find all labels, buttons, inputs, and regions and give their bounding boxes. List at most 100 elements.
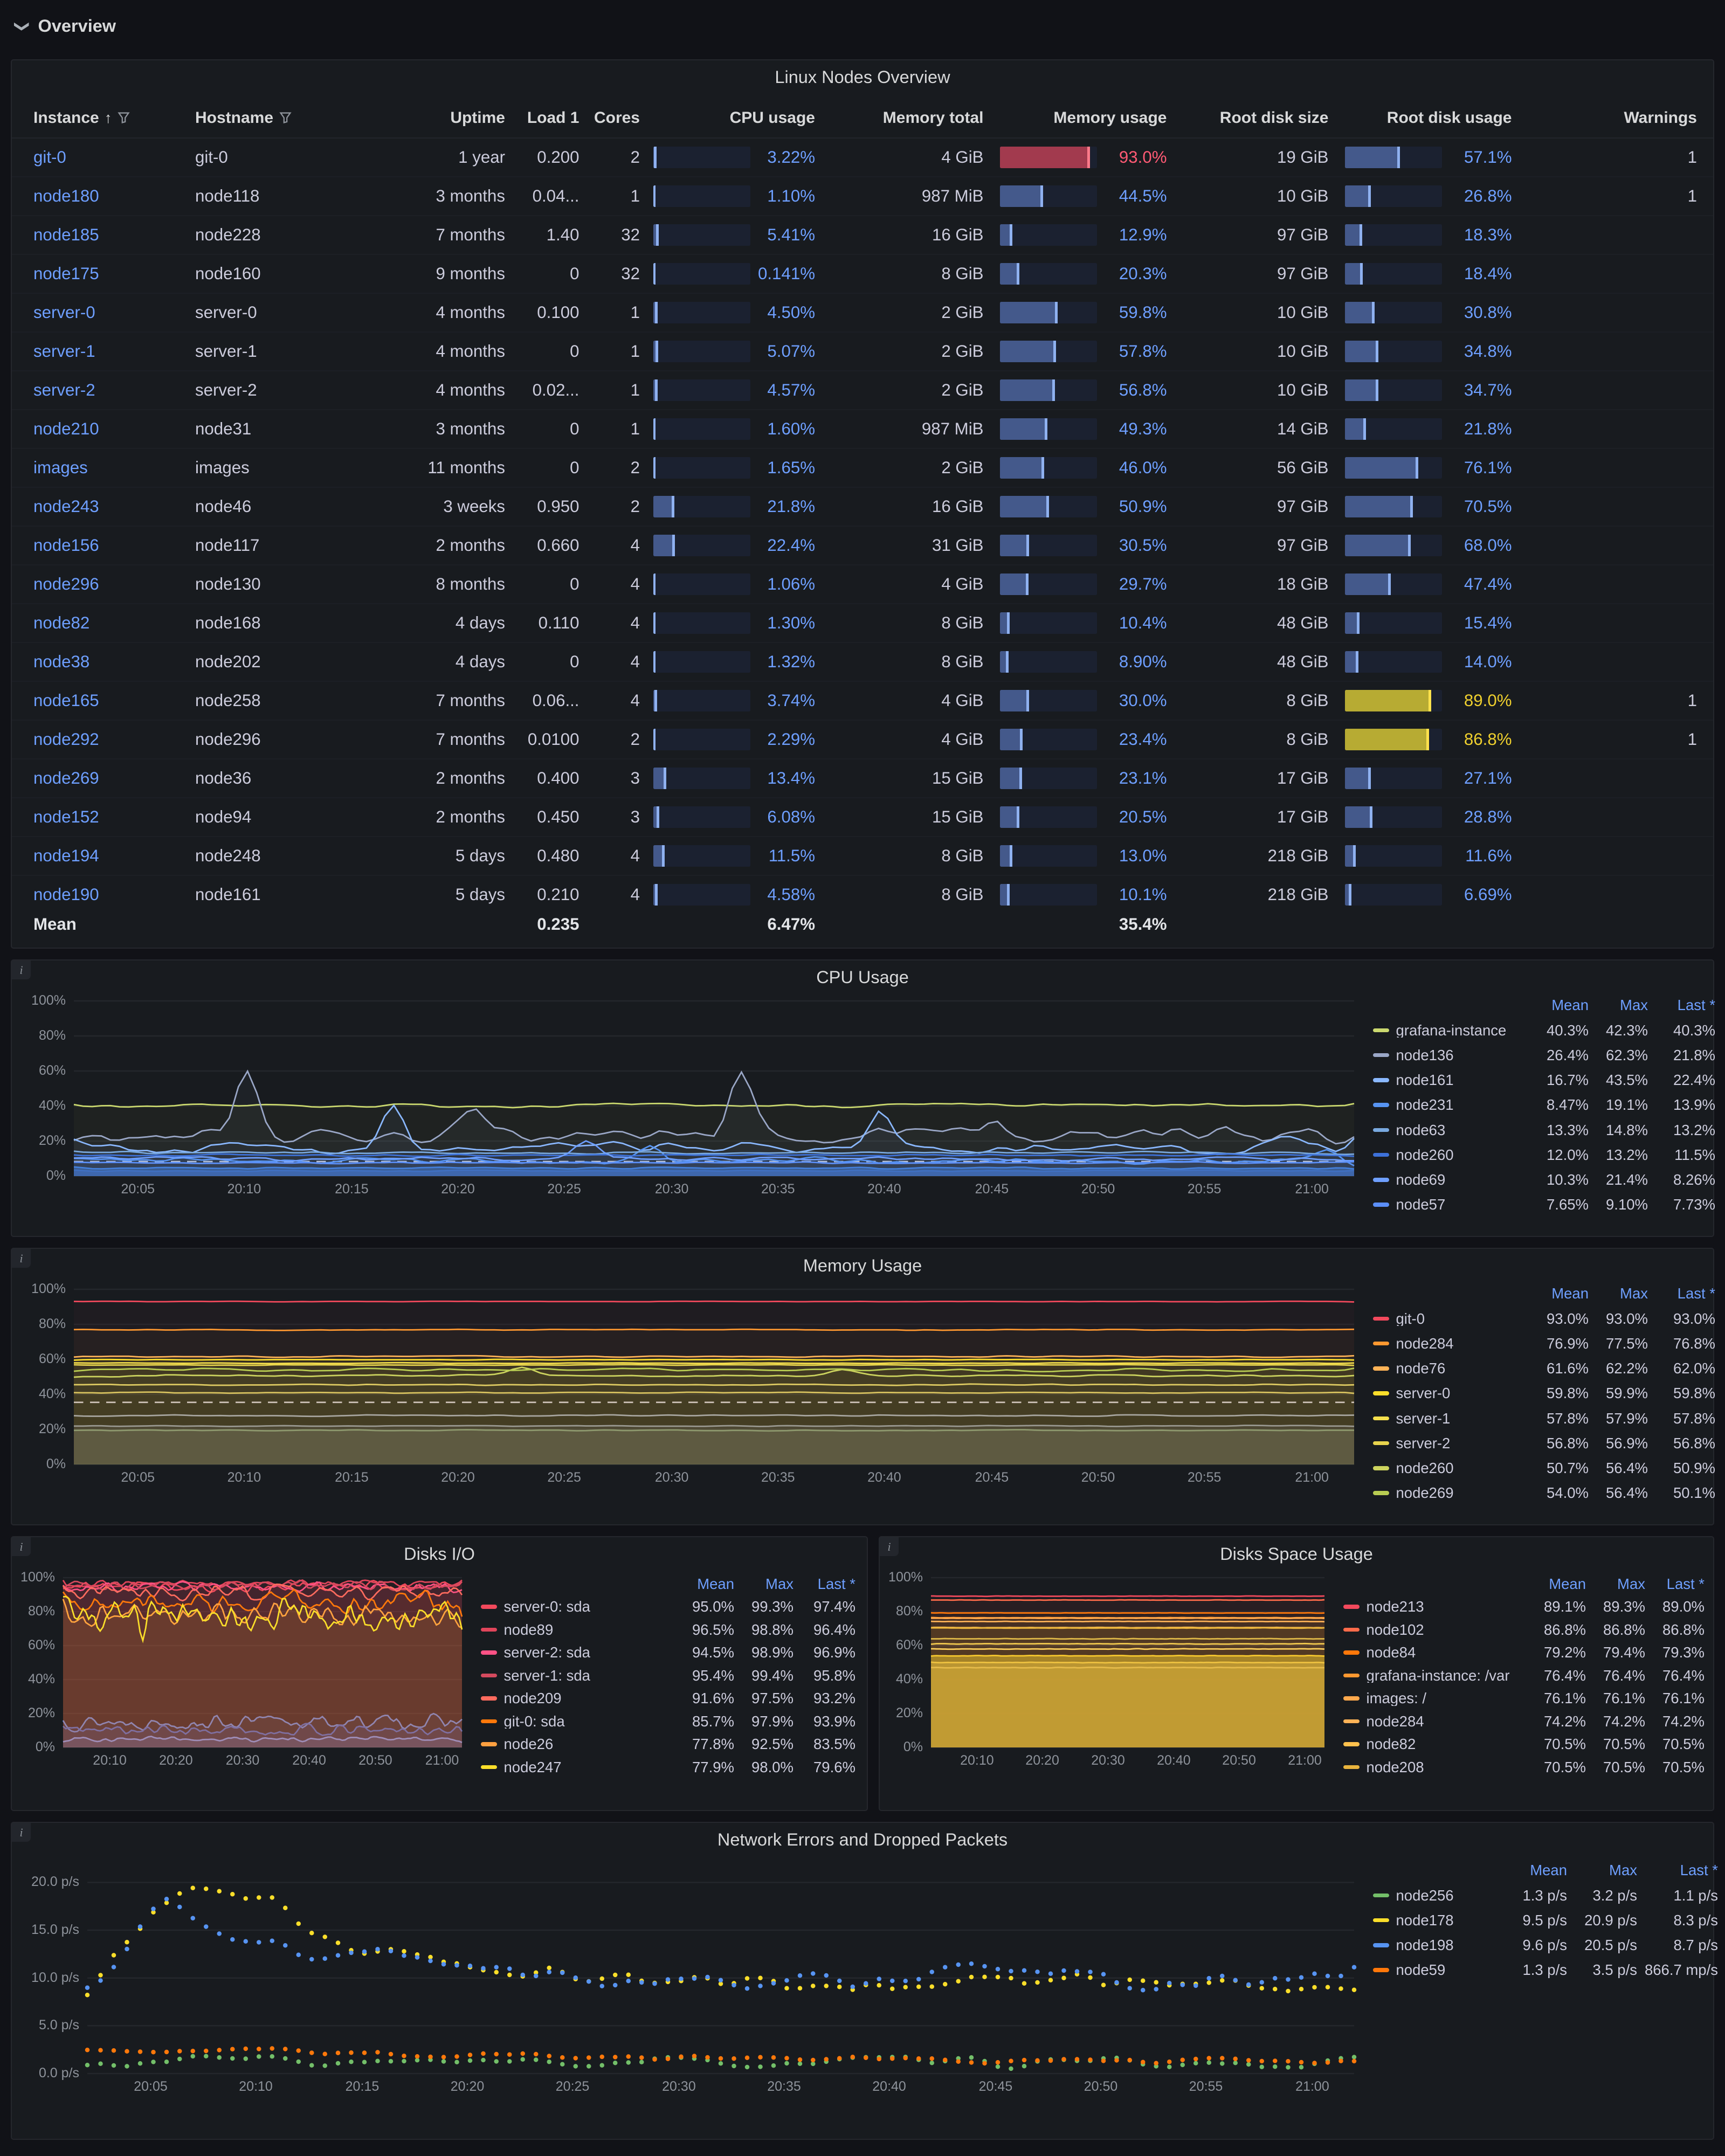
legend-series-name[interactable]: node59 [1396,1962,1446,1978]
cell-instance[interactable]: node156 [33,536,99,555]
table-row[interactable]: node243 node46 3 weeks 0.950 2 21.8% 16 … [12,488,1713,527]
cell-instance[interactable]: node194 [33,846,99,865]
legend-series-name[interactable]: grafana-instance: /var [1366,1668,1510,1683]
legend-series-name[interactable]: node89 [503,1622,554,1637]
legend-series-name[interactable]: server-0 [1396,1386,1451,1401]
column-header-cpu-usage[interactable]: CPU usage [729,108,815,127]
legend-series-name[interactable]: node82 [1366,1737,1416,1752]
legend-series-name[interactable]: node231 [1396,1097,1454,1112]
cell-instance[interactable]: git-0 [33,148,66,167]
table-row[interactable]: node175 node160 9 months 0 32 0.141% 8 G… [12,255,1713,294]
legend-series-name[interactable]: node247 [503,1759,562,1774]
panel-info-icon[interactable]: i [12,960,31,979]
legend-header[interactable]: Max [1620,1285,1648,1302]
cell-instance[interactable]: node185 [33,225,99,244]
cell-instance[interactable]: server-1 [33,342,95,361]
legend-series-name[interactable]: grafana-instance [1396,1022,1507,1038]
table-row[interactable]: node292 node296 7 months 0.0100 2 2.29% … [12,721,1713,759]
cell-instance[interactable]: node165 [33,691,99,710]
legend-header[interactable]: Last * [1680,1862,1718,1879]
cell-instance[interactable]: node38 [33,652,90,671]
legend-header[interactable]: Max [765,1575,794,1592]
legend-series-name[interactable]: node260 [1396,1147,1454,1163]
legend-header[interactable]: Mean [1530,1862,1567,1879]
legend-series-name[interactable]: server-1: sda [503,1668,590,1683]
table-row[interactable]: node269 node36 2 months 0.400 3 13.4% 15… [12,759,1713,798]
legend-series-name[interactable]: node260 [1396,1461,1454,1476]
table-row[interactable]: server-0 server-0 4 months 0.100 1 4.50%… [12,294,1713,333]
legend-series-name[interactable]: server-1 [1396,1411,1451,1426]
legend-header[interactable]: Mean [1551,1285,1589,1302]
legend-series-name[interactable]: node208 [1366,1759,1424,1774]
table-row[interactable]: node156 node117 2 months 0.660 4 22.4% 3… [12,527,1713,565]
column-header-root-disk-size[interactable]: Root disk size [1219,108,1329,127]
column-header-root-disk-usage[interactable]: Root disk usage [1386,108,1512,127]
table-row[interactable]: node38 node202 4 days 0 4 1.32% 8 GiB 8.… [12,643,1713,682]
legend-series-name[interactable]: node284 [1366,1713,1424,1729]
column-header-instance[interactable]: Instance ↑ [33,109,195,127]
dashboard-row-toggle[interactable]: ❯ Overview [15,16,116,36]
legend-header[interactable]: Mean [697,1575,734,1592]
cell-instance[interactable]: server-0 [33,303,95,322]
legend-series-name[interactable]: node198 [1396,1938,1454,1953]
cell-instance[interactable]: node292 [33,730,99,749]
column-header-warnings[interactable]: Warnings [1624,108,1697,127]
table-row[interactable]: node82 node168 4 days 0.110 4 1.30% 8 Gi… [12,604,1713,643]
legend-series-name[interactable]: node284 [1396,1336,1454,1351]
column-header-cores[interactable]: Cores [594,108,640,127]
panel-info-icon[interactable]: i [12,1537,31,1556]
legend-header[interactable]: Last * [1677,1285,1715,1302]
legend-header[interactable]: Max [1609,1862,1637,1879]
cell-instance[interactable]: node296 [33,575,99,593]
legend-header[interactable]: Last * [1666,1575,1705,1592]
table-row[interactable]: node152 node94 2 months 0.450 3 6.08% 15… [12,798,1713,837]
cell-instance[interactable]: images [33,458,88,477]
table-row[interactable]: node194 node248 5 days 0.480 4 11.5% 8 G… [12,837,1713,876]
legend-series-name[interactable]: node102 [1366,1622,1424,1637]
legend-series-name[interactable]: node26 [503,1737,554,1752]
legend-series-name[interactable]: server-0: sda [503,1599,590,1614]
legend-header[interactable]: Mean [1551,997,1589,1014]
table-row[interactable]: images images 11 months 0 2 1.65% 2 GiB … [12,449,1713,488]
legend-series-name[interactable]: server-2 [1396,1435,1451,1451]
cell-instance[interactable]: node269 [33,769,99,787]
legend-series-name[interactable]: node161 [1396,1073,1454,1088]
cell-instance[interactable]: node243 [33,497,99,516]
cell-instance[interactable]: node210 [33,419,99,438]
legend-header[interactable]: Last * [817,1575,855,1592]
legend-series-name[interactable]: node256 [1396,1888,1454,1903]
legend-series-name[interactable]: node63 [1396,1122,1446,1138]
legend-series-name[interactable]: git-0: sda [503,1713,565,1729]
table-row[interactable]: node185 node228 7 months 1.40 32 5.41% 1… [12,216,1713,255]
filter-icon[interactable] [117,111,130,125]
legend-series-name[interactable]: node84 [1366,1645,1416,1660]
column-header-load1[interactable]: Load 1 [527,108,579,127]
table-row[interactable]: node210 node31 3 months 0 1 1.60% 987 Mi… [12,410,1713,449]
legend-series-name[interactable]: node178 [1396,1912,1454,1928]
panel-info-icon[interactable]: i [880,1537,899,1556]
cell-instance[interactable]: node82 [33,613,90,632]
legend-series-name[interactable]: node69 [1396,1172,1446,1187]
cell-instance[interactable]: server-2 [33,381,95,399]
legend-series-name[interactable]: node57 [1396,1197,1446,1212]
column-header-uptime[interactable]: Uptime [450,108,505,127]
table-row[interactable]: server-1 server-1 4 months 0 1 5.07% 2 G… [12,333,1713,371]
column-header-hostname[interactable]: Hostname [195,109,330,127]
legend-series-name[interactable]: server-2: sda [503,1645,590,1660]
cell-instance[interactable]: node190 [33,885,99,904]
legend-series-name[interactable]: images: / [1366,1691,1427,1706]
panel-info-icon[interactable]: i [12,1823,31,1842]
legend-series-name[interactable]: node209 [503,1691,562,1706]
cell-instance[interactable]: node175 [33,264,99,283]
legend-series-name[interactable]: node213 [1366,1599,1424,1614]
legend-series-name[interactable]: node76 [1396,1361,1446,1376]
panel-info-icon[interactable]: i [12,1249,31,1268]
column-header-memory-usage[interactable]: Memory usage [1053,108,1167,127]
cell-instance[interactable]: node180 [33,186,99,205]
legend-header[interactable]: Mean [1549,1575,1586,1592]
table-row[interactable]: node165 node258 7 months 0.06... 4 3.74%… [12,682,1713,721]
table-row[interactable]: git-0 git-0 1 year 0.200 2 3.22% 4 GiB 9… [12,139,1713,177]
filter-icon[interactable] [279,111,292,125]
table-row[interactable]: server-2 server-2 4 months 0.02... 1 4.5… [12,371,1713,410]
table-row[interactable]: node296 node130 8 months 0 4 1.06% 4 GiB… [12,565,1713,604]
